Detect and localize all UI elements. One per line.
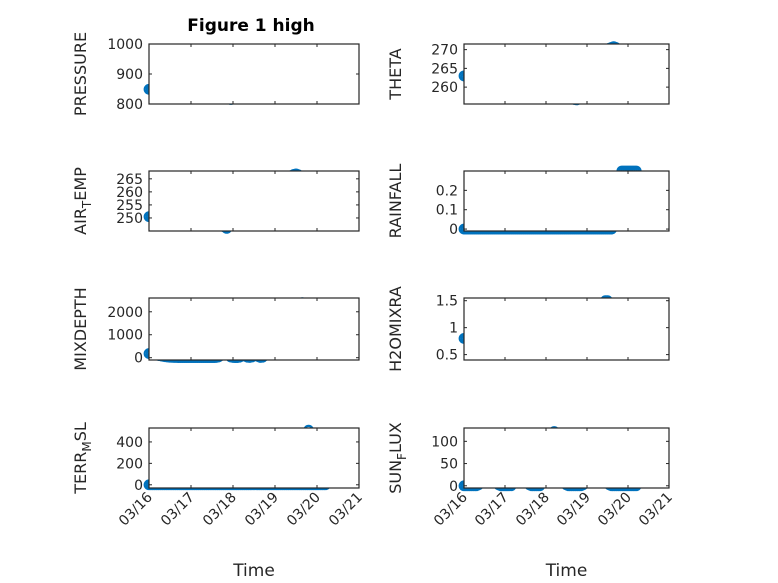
y-tick-label: 2000 [107, 305, 143, 321]
y-tick-label: 0 [449, 222, 458, 238]
axes-box [148, 297, 360, 361]
y-axis-label: THETA [386, 48, 405, 100]
subplot-6: 0.5 1 1.5 H2OMIXRA [386, 286, 670, 372]
y-tick-label: 1 [449, 321, 458, 337]
y-tick-label: 260 [116, 185, 143, 201]
y-tick-label: 1000 [107, 37, 143, 53]
y-tick-label: 50 [440, 457, 458, 473]
axes-box [463, 427, 670, 489]
y-tick-label: 1.5 [436, 294, 458, 310]
y-tick-label: 0.1 [436, 203, 458, 219]
y-tick-label: 900 [116, 67, 143, 83]
subplot-5: 0 1000 2000 MIXDEPTH [71, 287, 360, 371]
axes-box [463, 170, 670, 232]
x-axis [148, 298, 360, 360]
axes-box [148, 170, 360, 232]
subplot-4: 0 0.1 0.2 RAINFALL [386, 164, 670, 239]
y-axis: 0 200 400 [116, 435, 359, 494]
y-axis: 0 0.1 0.2 [436, 183, 669, 238]
y-axis: 800 900 1000 [107, 37, 359, 113]
y-tick-label: 255 [116, 198, 143, 214]
y-axis-label: H2OMIXRA [386, 286, 405, 372]
x-axis [463, 298, 670, 360]
y-axis: 0.5 1 1.5 [436, 294, 669, 364]
y-axis-label: TERRMSL [71, 422, 94, 495]
y-tick-label: 400 [116, 435, 143, 451]
subplot-2: 260 265 270 THETA [386, 41, 670, 106]
y-axis-label: SUNFLUX [386, 422, 409, 494]
axes-box [148, 43, 360, 105]
y-tick-label: 0.5 [436, 348, 458, 364]
axes-box [463, 43, 670, 105]
y-tick-label: 270 [431, 43, 458, 59]
y-tick-label: 100 [431, 434, 458, 450]
y-tick-label: 265 [431, 61, 458, 77]
y-tick-label: 250 [116, 211, 143, 227]
x-axis-label: Time [545, 561, 588, 581]
y-tick-label: 0.2 [436, 183, 458, 199]
x-axis [148, 44, 360, 104]
x-axis [463, 44, 670, 104]
y-axis-label: PRESSURE [71, 32, 90, 116]
axes-box [463, 297, 670, 361]
y-tick-label: 265 [116, 172, 143, 188]
x-axis [463, 171, 670, 231]
y-axis: 0 1000 2000 [107, 305, 359, 367]
x-axis-label: Time [232, 561, 275, 581]
y-axis-label: AIRTEMP [71, 167, 94, 235]
subplot-1: 800 900 1000 PRESSURE [71, 32, 360, 116]
y-tick-label: 800 [116, 97, 143, 113]
y-axis-label: MIXDEPTH [71, 287, 90, 370]
y-tick-label: 0 [449, 479, 458, 495]
x-axis [148, 171, 360, 231]
y-tick-label: 1000 [107, 328, 143, 344]
y-tick-label: 260 [431, 80, 458, 96]
y-tick-label: 200 [116, 456, 143, 472]
axes-box [148, 427, 360, 489]
figure-title: Figure 1 high [187, 16, 315, 36]
y-tick-label: 0 [134, 351, 143, 367]
y-axis: 260 265 270 [431, 43, 669, 96]
y-tick-label: 0 [134, 478, 143, 494]
y-axis-label: RAINFALL [386, 164, 405, 239]
y-axis: 0 50 100 [431, 434, 669, 495]
